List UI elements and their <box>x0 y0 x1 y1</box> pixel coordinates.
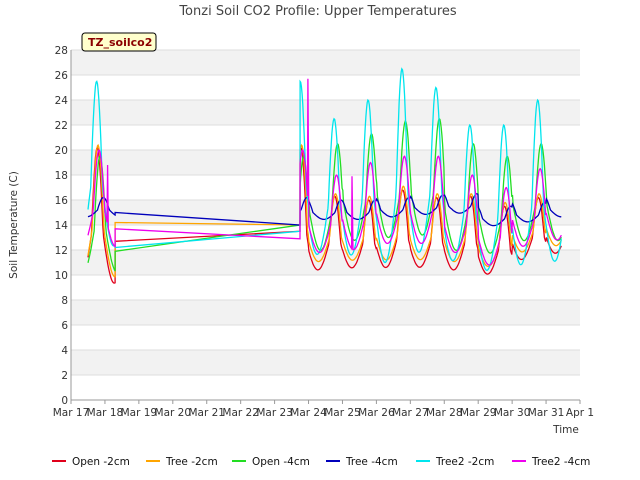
legend-item: Open -4cm <box>232 456 310 468</box>
grid-band <box>71 350 580 375</box>
y-tick-label: 8 <box>61 295 68 307</box>
x-axis-label: Time <box>552 424 579 436</box>
y-tick-label: 16 <box>55 195 69 207</box>
grid-band <box>71 325 580 350</box>
x-tick-label: Mar 27 <box>392 407 429 419</box>
legend-item: Tree -2cm <box>146 456 218 468</box>
grid-band <box>71 275 580 300</box>
grid-band <box>71 50 580 75</box>
badge-box <box>81 32 157 52</box>
legend-label: Tree -2cm <box>165 456 218 468</box>
y-tick-label: 28 <box>55 45 68 57</box>
legend-label: Tree2 -2cm <box>435 456 494 468</box>
grid-band <box>71 75 580 100</box>
y-tick-label: 4 <box>61 345 68 357</box>
series-line-tree2-4cm <box>87 78 562 266</box>
grid-band <box>71 175 580 200</box>
grid-band <box>71 125 580 150</box>
chart-title: Tonzi Soil CO2 Profile: Upper Temperatur… <box>178 4 457 19</box>
x-tick-label: Mar 23 <box>256 407 293 419</box>
x-tick-label: Mar 19 <box>121 407 158 419</box>
legend-item: Tree2 -4cm <box>512 456 590 468</box>
x-tick-label: Mar 24 <box>290 407 327 419</box>
x-tick-label: Mar 25 <box>324 407 361 419</box>
grid-band <box>71 150 580 175</box>
y-tick-label: 22 <box>55 120 68 132</box>
y-tick-label: 10 <box>55 270 68 282</box>
grid-band <box>71 100 580 125</box>
series-lines <box>87 67 562 284</box>
grid-band <box>71 375 580 400</box>
legend-label: Tree -4cm <box>345 456 398 468</box>
y-tick-label: 6 <box>61 320 68 332</box>
x-tick-label: Mar 30 <box>494 407 531 419</box>
y-tick-label: 20 <box>55 145 68 157</box>
legend-item: Tree2 -2cm <box>416 456 494 468</box>
x-tick-label: Mar 21 <box>188 407 225 419</box>
legend-item: Tree -4cm <box>326 456 398 468</box>
legend-label: Tree2 -4cm <box>531 456 590 468</box>
x-tick-label: Mar 17 <box>53 407 90 419</box>
legend-label: Open -2cm <box>72 456 130 468</box>
legend: Open -2cm Tree -2cm Open -4cm Tree -4cm Tree… <box>52 456 590 468</box>
x-tick-label: Mar 26 <box>358 407 395 419</box>
x-tick-label: Mar 22 <box>222 407 259 419</box>
y-tick-label: 24 <box>55 95 69 107</box>
axes <box>70 50 580 401</box>
grid-band <box>71 300 580 325</box>
x-tick-label: Mar 20 <box>155 407 192 419</box>
y-tick-label: 14 <box>55 220 69 232</box>
y-tick-label: 2 <box>61 370 68 382</box>
y-axis-label: Soil Temperature (C) <box>8 171 20 279</box>
series-line-open-4cm <box>87 117 562 272</box>
legend-item: Open -2cm <box>52 456 130 468</box>
badge-label: TZ_soilco2 <box>88 36 152 49</box>
x-tick-label: Mar 18 <box>87 407 124 419</box>
y-tick-label: 12 <box>55 245 68 257</box>
series-line-tree-4cm <box>87 193 562 227</box>
x-tick-label: Mar 31 <box>528 407 565 419</box>
series-line-open-2cm <box>87 146 562 284</box>
legend-label: Open -4cm <box>252 456 310 468</box>
y-tick-label: 18 <box>55 170 68 182</box>
y-tick-label: 26 <box>55 70 69 82</box>
x-tick-label: Mar 29 <box>460 407 497 419</box>
x-tick-label: Apr 1 <box>566 407 594 419</box>
y-tick-label: 0 <box>61 395 68 407</box>
badge: TZ_soilco2 <box>81 32 157 52</box>
x-tick-label: Mar 28 <box>426 407 463 419</box>
